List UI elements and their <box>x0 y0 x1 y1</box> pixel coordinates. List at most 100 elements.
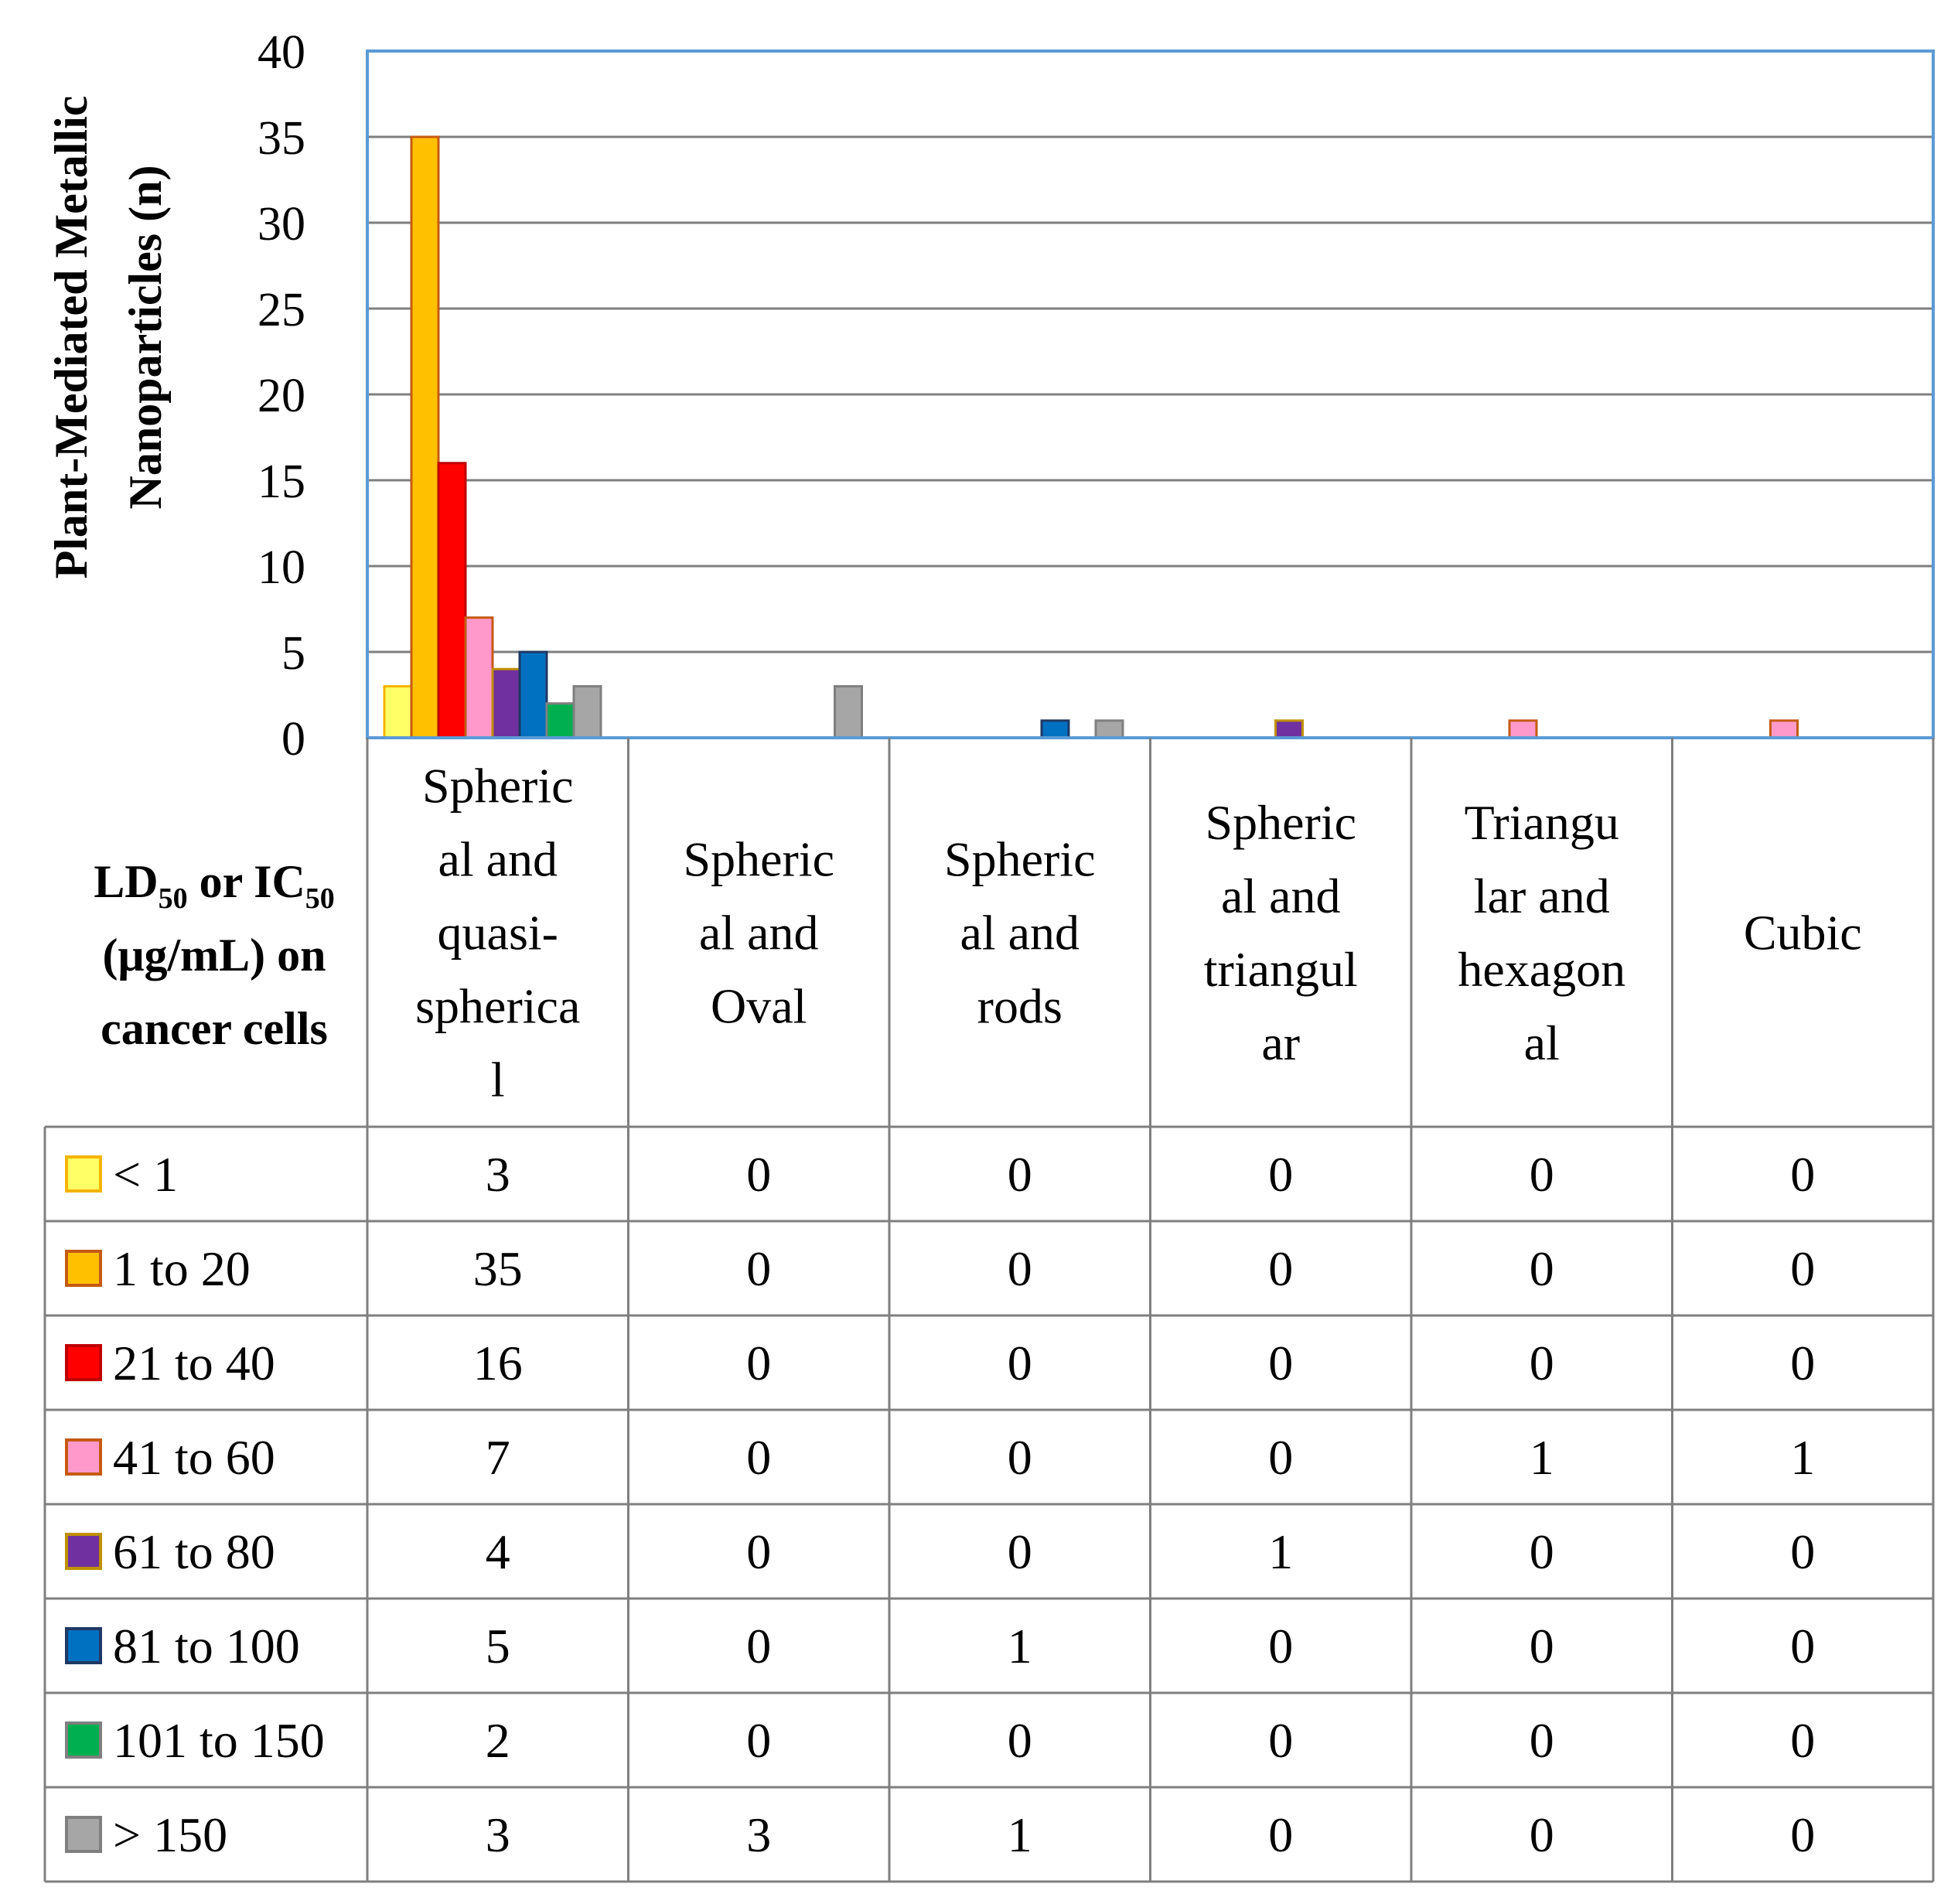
category-label-line: al and <box>1221 868 1341 923</box>
table-cell-6-3: 1 <box>1008 1619 1032 1674</box>
table-cell-8-3: 1 <box>1008 1807 1032 1862</box>
table-cell-8-4: 0 <box>1268 1807 1293 1862</box>
bar-3-1 <box>437 462 467 739</box>
category-label-line: Spheric <box>684 832 835 887</box>
table-cell-4-1: 7 <box>486 1430 510 1485</box>
table-cell-1-1: 3 <box>486 1147 510 1202</box>
table-cell-1-3: 0 <box>1008 1147 1032 1202</box>
y-tick-label-20: 20 <box>258 370 305 422</box>
y-axis-label-line-1: Plant-Mediated Metallic <box>46 96 97 579</box>
legend-swatch-2 <box>65 1250 102 1287</box>
category-label-line: al <box>1524 1015 1560 1070</box>
legend-swatch-5 <box>65 1533 102 1570</box>
table-cell-4-3: 0 <box>1008 1430 1032 1485</box>
table-cell-3-2: 0 <box>746 1336 771 1390</box>
table-cell-1-2: 0 <box>746 1147 771 1202</box>
y-axis-ticks: 0 5 10 15 20 25 30 35 40 <box>258 26 305 766</box>
gridlines <box>367 49 1933 739</box>
y-tick-label-0: 0 <box>281 713 305 766</box>
category-label-2: Spheric al and Oval <box>684 832 835 1034</box>
bar-2-1 <box>410 135 440 739</box>
category-label-4: Spheric al and triangul ar <box>1204 795 1358 1070</box>
bar-1-1 <box>383 684 413 739</box>
category-label-6: Cubic <box>1744 906 1862 961</box>
category-label-line: Triangu <box>1465 795 1619 850</box>
y-axis-label-line-2: Nanoparticles (n) <box>120 165 171 510</box>
category-label-line: spherica <box>415 979 580 1034</box>
legend-swatch-1 <box>65 1155 102 1193</box>
bar-8-1 <box>572 684 602 739</box>
category-label-line: rods <box>977 979 1062 1034</box>
category-label-line: l <box>491 1053 505 1107</box>
table-cell-7-5: 0 <box>1530 1713 1554 1768</box>
category-label-line: Oval <box>711 979 807 1034</box>
table-cell-8-6: 0 <box>1790 1807 1815 1862</box>
table-cell-7-6: 0 <box>1790 1713 1815 1768</box>
table-cell-8-2: 3 <box>746 1807 771 1862</box>
table-cell-2-4: 0 <box>1268 1241 1293 1296</box>
table-cell-5-2: 0 <box>746 1524 771 1579</box>
legend-label-5: 61 to 80 <box>113 1524 275 1579</box>
bar-4-6 <box>1769 719 1799 739</box>
table-cell-1-5: 0 <box>1530 1147 1554 1202</box>
table-cell-4-2: 0 <box>746 1430 771 1485</box>
category-label-line: al and <box>699 906 819 961</box>
table-cell-3-4: 0 <box>1268 1336 1293 1390</box>
category-label-line: Spheric <box>944 832 1096 887</box>
table-cell-2-1: 35 <box>473 1241 523 1296</box>
category-label-line: hexagon <box>1458 942 1625 997</box>
y-tick-label-15: 15 <box>258 456 305 508</box>
bar-5-1 <box>491 667 521 739</box>
legend-swatch-8 <box>65 1816 102 1853</box>
legend-label-7: 101 to 150 <box>113 1713 325 1768</box>
table-cell-6-6: 0 <box>1790 1619 1815 1674</box>
category-label-line: al and <box>438 832 558 887</box>
table-cell-2-3: 0 <box>1008 1241 1032 1296</box>
bar-4-1 <box>464 616 494 739</box>
table-cell-1-4: 0 <box>1268 1147 1293 1202</box>
table-cell-7-2: 0 <box>746 1713 771 1768</box>
y-tick-label-35: 35 <box>258 112 305 165</box>
y-tick-label-10: 10 <box>258 541 305 594</box>
category-label-line: Cubic <box>1744 906 1862 961</box>
table-cell-7-1: 2 <box>486 1713 510 1768</box>
legend-label-2: 1 to 20 <box>113 1241 251 1296</box>
table-cell-8-1: 3 <box>486 1807 510 1862</box>
category-label-line: al and <box>960 906 1080 961</box>
table-header-line-2: (μg/mL) on <box>102 930 326 981</box>
table-header-line-1: LD50 or IC50 <box>94 856 335 915</box>
bar-4-5 <box>1508 719 1538 739</box>
legend-label-8: > 150 <box>113 1807 227 1862</box>
table-cell-8-5: 0 <box>1530 1807 1554 1862</box>
category-label-line: Spheric <box>1206 795 1357 850</box>
table-cell-5-1: 4 <box>486 1524 510 1579</box>
bar-6-3 <box>1040 719 1070 739</box>
legend-label-4: 41 to 60 <box>113 1430 275 1485</box>
table-cell-5-6: 0 <box>1790 1524 1815 1579</box>
category-label-3: Spheric al and rods <box>944 832 1096 1034</box>
legend-label-6: 81 to 100 <box>113 1619 300 1674</box>
bar-5-4 <box>1274 719 1304 739</box>
bar-6-1 <box>518 650 548 739</box>
table-cell-3-3: 0 <box>1008 1336 1032 1390</box>
category-label-5: Triangu lar and hexagon al <box>1458 795 1625 1070</box>
table-cell-1-6: 0 <box>1790 1147 1815 1202</box>
legend-swatch-7 <box>65 1721 102 1759</box>
table-cell-6-4: 0 <box>1268 1619 1293 1674</box>
legend-swatch-4 <box>65 1438 102 1476</box>
category-label-line: Spheric <box>422 759 574 814</box>
y-tick-label-30: 30 <box>258 198 305 251</box>
category-label-line: ar <box>1261 1015 1300 1070</box>
category-label-line: lar and <box>1474 868 1610 923</box>
table-header-label: LD50 or IC50 (μg/mL) on cancer cells <box>94 856 335 1054</box>
table-cell-6-5: 0 <box>1530 1619 1554 1674</box>
data-table: Spheric al and quasi-spherica l Spheric al an… <box>43 738 1935 1883</box>
legend-label-1: < 1 <box>113 1147 178 1202</box>
table-cell-2-5: 0 <box>1530 1241 1554 1296</box>
table-cell-4-5: 1 <box>1530 1430 1554 1485</box>
category-label-1: Spheric al and quasi-spherica l <box>415 759 580 1107</box>
table-cell-4-4: 0 <box>1268 1430 1293 1485</box>
table-cell-2-6: 0 <box>1790 1241 1815 1296</box>
table-cell-3-5: 0 <box>1530 1336 1554 1390</box>
